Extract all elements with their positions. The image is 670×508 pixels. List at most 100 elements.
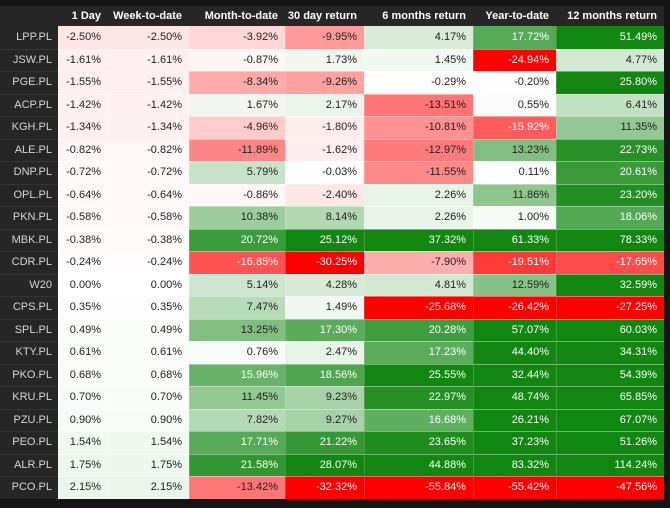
value-cell[interactable]: 23.20%: [556, 183, 664, 206]
value-cell[interactable]: 17.30%: [285, 318, 364, 341]
value-cell[interactable]: 67.07%: [556, 408, 664, 431]
value-cell[interactable]: 0.90%: [58, 408, 108, 431]
value-cell[interactable]: 11.86%: [473, 183, 556, 206]
value-cell[interactable]: -11.55%: [364, 161, 473, 184]
value-cell[interactable]: -0.82%: [108, 138, 189, 161]
value-cell[interactable]: 20.28%: [364, 318, 473, 341]
value-cell[interactable]: -3.92%: [189, 26, 285, 49]
value-cell[interactable]: 5.79%: [189, 161, 285, 184]
value-cell[interactable]: -55.84%: [364, 476, 473, 499]
row-label[interactable]: PZU.PL: [0, 408, 58, 431]
value-cell[interactable]: 44.88%: [364, 453, 473, 476]
value-cell[interactable]: 21.22%: [285, 431, 364, 454]
value-cell[interactable]: -13.51%: [364, 93, 473, 116]
value-cell[interactable]: 65.85%: [556, 386, 664, 409]
value-cell[interactable]: 0.55%: [473, 93, 556, 116]
value-cell[interactable]: 8.14%: [285, 206, 364, 229]
value-cell[interactable]: -1.61%: [108, 48, 189, 71]
value-cell[interactable]: 23.65%: [364, 431, 473, 454]
value-cell[interactable]: 0.11%: [473, 161, 556, 184]
value-cell[interactable]: -1.42%: [108, 93, 189, 116]
value-cell[interactable]: -0.86%: [189, 183, 285, 206]
value-cell[interactable]: -15.92%: [473, 116, 556, 139]
value-cell[interactable]: 15.96%: [189, 363, 285, 386]
value-cell[interactable]: 20.61%: [556, 161, 664, 184]
value-cell[interactable]: 0.61%: [58, 341, 108, 364]
value-cell[interactable]: -1.61%: [58, 48, 108, 71]
value-cell[interactable]: -0.24%: [58, 251, 108, 274]
row-label[interactable]: SPL.PL: [0, 318, 58, 341]
value-cell[interactable]: -1.34%: [108, 116, 189, 139]
value-cell[interactable]: 0.00%: [108, 273, 189, 296]
value-cell[interactable]: 1.73%: [285, 48, 364, 71]
value-cell[interactable]: -10.81%: [364, 116, 473, 139]
value-cell[interactable]: 25.12%: [285, 228, 364, 251]
value-cell[interactable]: -27.25%: [556, 296, 664, 319]
value-cell[interactable]: 17.72%: [473, 26, 556, 49]
value-cell[interactable]: 4.77%: [556, 48, 664, 71]
value-cell[interactable]: -47.56%: [556, 476, 664, 499]
value-cell[interactable]: 7.82%: [189, 408, 285, 431]
value-cell[interactable]: 13.25%: [189, 318, 285, 341]
value-cell[interactable]: -25.68%: [364, 296, 473, 319]
value-cell[interactable]: 28.07%: [285, 453, 364, 476]
value-cell[interactable]: 1.00%: [473, 206, 556, 229]
value-cell[interactable]: 18.06%: [556, 206, 664, 229]
column-header-month-to-date[interactable]: Month-to-date: [189, 6, 285, 26]
value-cell[interactable]: -24.94%: [473, 48, 556, 71]
value-cell[interactable]: -2.50%: [108, 26, 189, 49]
value-cell[interactable]: 9.27%: [285, 408, 364, 431]
value-cell[interactable]: -0.03%: [285, 161, 364, 184]
value-cell[interactable]: -0.72%: [58, 161, 108, 184]
value-cell[interactable]: 2.26%: [364, 183, 473, 206]
value-cell[interactable]: 17.71%: [189, 431, 285, 454]
value-cell[interactable]: -8.34%: [189, 71, 285, 94]
value-cell[interactable]: 32.59%: [556, 273, 664, 296]
value-cell[interactable]: 114.24%: [556, 453, 664, 476]
value-cell[interactable]: 1.54%: [108, 431, 189, 454]
value-cell[interactable]: 9.23%: [285, 386, 364, 409]
value-cell[interactable]: -30.25%: [285, 251, 364, 274]
column-header-12-months-return[interactable]: 12 months return: [556, 6, 664, 26]
row-label[interactable]: KRU.PL: [0, 386, 58, 409]
value-cell[interactable]: 22.73%: [556, 138, 664, 161]
column-header-30-day-return[interactable]: 30 day return: [285, 6, 364, 26]
value-cell[interactable]: 1.67%: [189, 93, 285, 116]
value-cell[interactable]: 0.49%: [108, 318, 189, 341]
value-cell[interactable]: 0.70%: [58, 386, 108, 409]
row-label[interactable]: JSW.PL: [0, 48, 58, 71]
value-cell[interactable]: 51.49%: [556, 26, 664, 49]
value-cell[interactable]: 16.68%: [364, 408, 473, 431]
value-cell[interactable]: -0.64%: [58, 183, 108, 206]
row-label[interactable]: PKO.PL: [0, 363, 58, 386]
value-cell[interactable]: -0.82%: [58, 138, 108, 161]
value-cell[interactable]: -17.65%: [556, 251, 664, 274]
value-cell[interactable]: -1.55%: [108, 71, 189, 94]
row-label[interactable]: ALE.PL: [0, 138, 58, 161]
value-cell[interactable]: 57.07%: [473, 318, 556, 341]
row-label[interactable]: PCO.PL: [0, 476, 58, 499]
value-cell[interactable]: 0.68%: [108, 363, 189, 386]
row-label[interactable]: CDR.PL: [0, 251, 58, 274]
value-cell[interactable]: -4.96%: [189, 116, 285, 139]
value-cell[interactable]: -1.42%: [58, 93, 108, 116]
column-header-week-to-date[interactable]: Week-to-date: [108, 6, 189, 26]
value-cell[interactable]: 2.47%: [285, 341, 364, 364]
value-cell[interactable]: 5.14%: [189, 273, 285, 296]
row-label[interactable]: MBK.PL: [0, 228, 58, 251]
value-cell[interactable]: -9.95%: [285, 26, 364, 49]
value-cell[interactable]: -0.72%: [108, 161, 189, 184]
row-label[interactable]: W20: [0, 273, 58, 296]
value-cell[interactable]: 0.35%: [108, 296, 189, 319]
value-cell[interactable]: 0.00%: [58, 273, 108, 296]
value-cell[interactable]: 0.49%: [58, 318, 108, 341]
value-cell[interactable]: 1.54%: [58, 431, 108, 454]
value-cell[interactable]: 2.17%: [285, 93, 364, 116]
value-cell[interactable]: -32.32%: [285, 476, 364, 499]
value-cell[interactable]: 1.75%: [58, 453, 108, 476]
value-cell[interactable]: 37.32%: [364, 228, 473, 251]
value-cell[interactable]: 4.28%: [285, 273, 364, 296]
value-cell[interactable]: -19.51%: [473, 251, 556, 274]
value-cell[interactable]: 34.31%: [556, 341, 664, 364]
value-cell[interactable]: 7.47%: [189, 296, 285, 319]
